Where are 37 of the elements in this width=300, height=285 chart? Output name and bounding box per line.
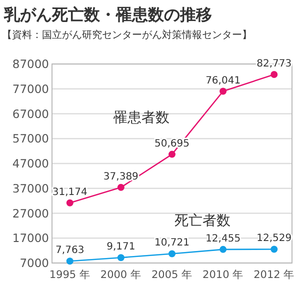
y-tick-label: 77000 bbox=[12, 82, 49, 96]
x-tick-label: 2012 年 bbox=[254, 269, 295, 281]
y-tick-label: 7000 bbox=[20, 256, 49, 270]
data-label: 10,721 bbox=[154, 238, 190, 249]
data-label: 31,174 bbox=[52, 186, 88, 198]
point bbox=[220, 88, 227, 95]
y-tick-label: 67000 bbox=[12, 106, 49, 121]
y-tick-label: 47000 bbox=[12, 156, 49, 171]
x-tick-label: 1995 年 bbox=[49, 269, 90, 281]
y-tick-label: 87000 bbox=[12, 57, 49, 72]
data-label: 37,389 bbox=[103, 171, 138, 182]
y-tick-label: 27000 bbox=[12, 206, 49, 220]
y-tick-label: 37000 bbox=[12, 181, 49, 196]
point bbox=[270, 246, 278, 253]
y-tick-label: 57000 bbox=[12, 132, 49, 146]
data-label: 7,763 bbox=[56, 245, 84, 256]
x-tick-label: 2005 年 bbox=[151, 269, 193, 281]
x-tick-label: 2000 年 bbox=[100, 269, 142, 281]
chart-title: 乳がん死亡数・罹患数の推移 bbox=[3, 5, 212, 24]
x-tick-label: 2010 年 bbox=[202, 269, 244, 281]
data-label: 12,529 bbox=[256, 233, 292, 244]
data-label: 82,773 bbox=[256, 58, 292, 70]
point bbox=[270, 71, 278, 78]
point bbox=[220, 246, 227, 253]
point bbox=[168, 150, 176, 158]
data-label: 9,171 bbox=[106, 242, 136, 253]
series-label: 死亡者数 bbox=[174, 213, 231, 230]
point bbox=[66, 258, 74, 265]
point bbox=[168, 250, 176, 258]
point bbox=[117, 254, 124, 262]
point bbox=[117, 184, 124, 191]
chart-subtitle: 【資料：国立がん研究センターがん対策情報センター】 bbox=[2, 29, 252, 41]
y-tick-label: 17000 bbox=[12, 231, 49, 246]
series-label: 罹患者数 bbox=[112, 110, 170, 126]
data-label: 12,455 bbox=[206, 233, 241, 244]
point bbox=[66, 199, 74, 206]
data-label: 76,041 bbox=[206, 75, 241, 86]
